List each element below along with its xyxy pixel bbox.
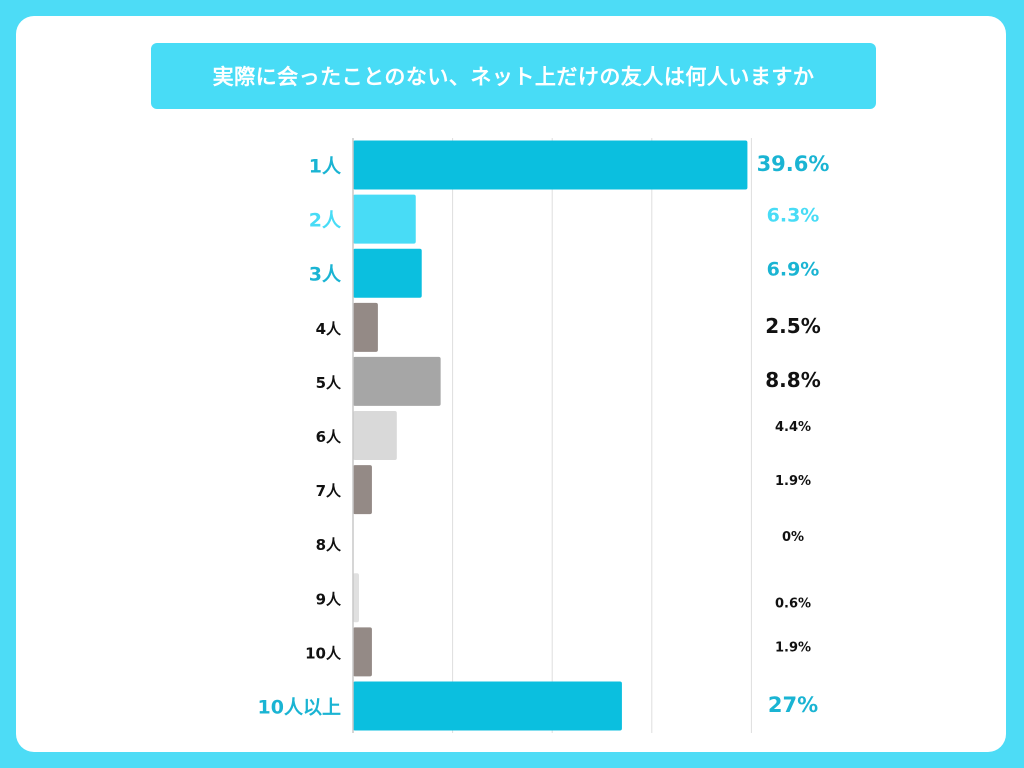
category-label: 5人 xyxy=(316,374,342,392)
bar xyxy=(353,302,378,352)
value-label: 0.6% xyxy=(775,596,811,611)
category-label: 10人以上 xyxy=(258,696,341,718)
value-label: 1.9% xyxy=(775,640,811,655)
bar xyxy=(353,194,416,244)
title-banner: 実際に会ったことのない、ネット上だけの友人は何人いますか xyxy=(151,43,876,109)
category-label: 7人 xyxy=(316,482,342,500)
category-label: 8人 xyxy=(316,536,342,554)
category-label: 3人 xyxy=(309,264,342,286)
value-label: 4.4% xyxy=(775,420,811,435)
bar xyxy=(353,411,397,460)
chart-card xyxy=(16,16,1006,752)
value-label: 8.8% xyxy=(765,368,820,392)
category-label: 4人 xyxy=(316,320,342,338)
chart-title: 実際に会ったことのない、ネット上だけの友人は何人いますか xyxy=(212,65,815,89)
value-label: 6.3% xyxy=(767,205,820,227)
bar xyxy=(353,465,372,515)
category-label: 2人 xyxy=(309,210,342,232)
bar xyxy=(353,627,372,677)
category-label: 9人 xyxy=(316,590,342,608)
category-label: 1人 xyxy=(309,156,342,178)
value-label: 6.9% xyxy=(767,259,820,281)
bar xyxy=(353,356,441,406)
bar xyxy=(353,573,359,623)
value-label: 27% xyxy=(768,693,818,717)
category-label: 10人 xyxy=(305,644,342,662)
value-label: 0% xyxy=(782,530,804,545)
category-label: 6人 xyxy=(316,428,342,446)
bar xyxy=(353,681,622,731)
bar xyxy=(353,248,422,298)
value-label: 1.9% xyxy=(775,474,811,489)
value-label: 2.5% xyxy=(765,314,820,338)
bar xyxy=(353,140,748,190)
value-label: 39.6% xyxy=(757,152,830,176)
